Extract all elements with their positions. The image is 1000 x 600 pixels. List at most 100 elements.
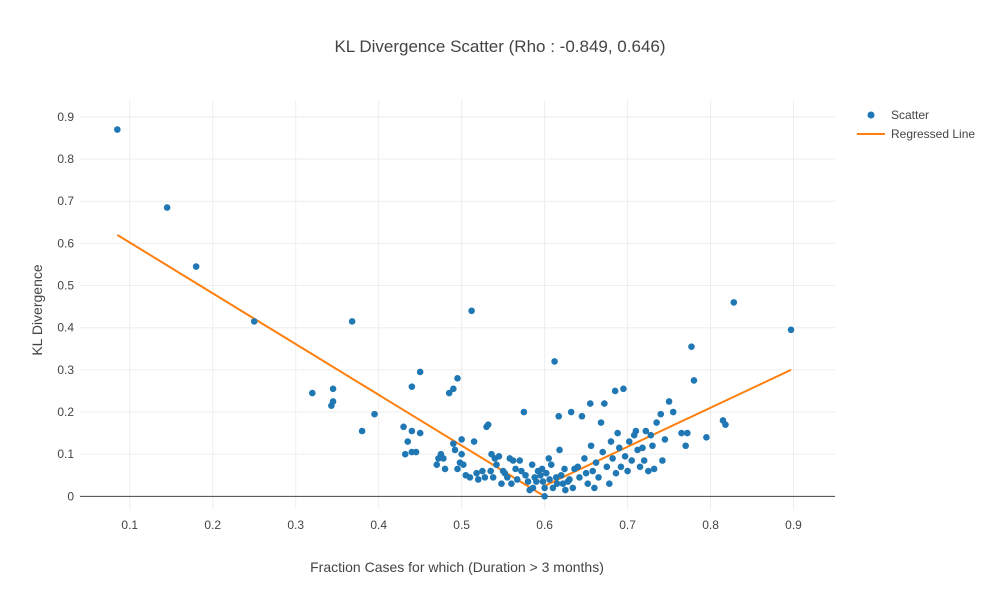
scatter-point[interactable] xyxy=(649,442,656,450)
scatter-point[interactable] xyxy=(433,461,441,469)
scatter-point[interactable] xyxy=(516,457,524,464)
scatter-point[interactable] xyxy=(479,467,486,475)
scatter-point[interactable] xyxy=(561,465,568,473)
scatter-point[interactable] xyxy=(582,469,590,477)
scatter-point[interactable] xyxy=(513,476,521,483)
scatter-point[interactable] xyxy=(653,419,660,426)
scatter-point[interactable] xyxy=(537,471,544,479)
scatter-point[interactable] xyxy=(634,446,641,454)
scatter-point[interactable] xyxy=(474,476,482,483)
scatter-point[interactable] xyxy=(503,474,511,481)
scatter-point[interactable] xyxy=(595,474,602,481)
scatter-point[interactable] xyxy=(539,478,547,485)
scatter-point[interactable] xyxy=(518,467,525,475)
scatter-point[interactable] xyxy=(508,480,515,488)
scatter-point[interactable] xyxy=(250,318,258,325)
scatter-point[interactable] xyxy=(645,467,652,475)
scatter-point[interactable] xyxy=(481,474,489,481)
scatter-point[interactable] xyxy=(555,412,563,420)
scatter-point[interactable] xyxy=(688,343,695,350)
scatter-point[interactable] xyxy=(549,484,557,492)
scatter-point[interactable] xyxy=(524,478,532,485)
scatter-point[interactable] xyxy=(416,429,424,437)
scatter-point[interactable] xyxy=(566,476,573,483)
scatter-point[interactable] xyxy=(470,438,478,445)
scatter-point[interactable] xyxy=(640,457,648,464)
scatter-point[interactable] xyxy=(612,469,620,477)
scatter-point[interactable] xyxy=(659,457,666,464)
legend-item-scatter[interactable]: Scatter xyxy=(867,108,930,122)
scatter-point[interactable] xyxy=(682,442,689,450)
scatter-point[interactable] xyxy=(528,461,536,469)
scatter-point[interactable] xyxy=(371,410,378,418)
legend[interactable]: Scatter Regressed Line xyxy=(857,108,975,141)
scatter-point[interactable] xyxy=(493,461,500,469)
scatter-point[interactable] xyxy=(404,438,412,445)
scatter-point[interactable] xyxy=(678,429,685,437)
scatter-point[interactable] xyxy=(408,427,416,435)
scatter-point[interactable] xyxy=(348,318,356,325)
scatter-point[interactable] xyxy=(559,480,567,488)
scatter-point[interactable] xyxy=(589,467,597,475)
scatter-point[interactable] xyxy=(569,484,577,492)
scatter-point[interactable] xyxy=(498,480,505,488)
scatter-point[interactable] xyxy=(450,385,457,393)
scatter-point[interactable] xyxy=(450,440,457,447)
scatter-point[interactable] xyxy=(609,455,616,462)
scatter-point[interactable] xyxy=(509,457,517,464)
scatter-point[interactable] xyxy=(358,427,366,435)
scatter-point[interactable] xyxy=(557,471,565,479)
scatter-point[interactable] xyxy=(512,465,519,473)
scatter-point[interactable] xyxy=(329,385,337,393)
scatter-point[interactable] xyxy=(578,412,586,420)
scatter-point[interactable] xyxy=(614,429,621,437)
scatter-point[interactable] xyxy=(552,474,560,481)
scatter-point[interactable] xyxy=(611,387,619,395)
scatter-point[interactable] xyxy=(445,389,453,397)
scatter-point[interactable] xyxy=(669,408,677,416)
scatter-point[interactable] xyxy=(624,467,631,475)
scatter-point[interactable] xyxy=(607,438,615,445)
scatter-point[interactable] xyxy=(163,204,171,211)
scatter-point[interactable] xyxy=(556,446,563,454)
scatter-point[interactable] xyxy=(458,450,465,458)
scatter-point[interactable] xyxy=(581,455,588,462)
scatter-point[interactable] xyxy=(592,459,600,466)
scatter-point[interactable] xyxy=(412,448,420,456)
scatter-point[interactable] xyxy=(597,419,605,426)
scatter-point[interactable] xyxy=(495,452,503,460)
scatter-point[interactable] xyxy=(665,398,673,405)
scatter-point[interactable] xyxy=(460,461,467,469)
scatter-point[interactable] xyxy=(642,427,650,435)
scatter-point[interactable] xyxy=(657,410,665,418)
scatter-point[interactable] xyxy=(466,474,474,481)
scatter-point[interactable] xyxy=(615,444,623,452)
scatter-point[interactable] xyxy=(408,383,416,391)
scatter-point[interactable] xyxy=(553,480,561,488)
scatter-point[interactable] xyxy=(620,385,627,393)
scatter-point[interactable] xyxy=(522,471,529,479)
scatter-point[interactable] xyxy=(636,463,644,471)
scatter-point[interactable] xyxy=(684,429,691,437)
scatter-point[interactable] xyxy=(587,442,595,450)
scatter-point[interactable] xyxy=(650,465,658,473)
scatter-point[interactable] xyxy=(574,463,582,471)
scatter-point[interactable] xyxy=(487,467,494,475)
scatter-point[interactable] xyxy=(647,431,655,439)
scatter-point[interactable] xyxy=(484,421,492,428)
scatter-point[interactable] xyxy=(567,408,575,416)
scatter-point[interactable] xyxy=(617,463,625,471)
scatter-point[interactable] xyxy=(192,263,200,270)
scatter-point[interactable] xyxy=(454,374,461,382)
scatter-point[interactable] xyxy=(546,476,553,483)
scatter-point[interactable] xyxy=(621,452,629,460)
scatter-point[interactable] xyxy=(730,299,738,306)
scatter-point[interactable] xyxy=(441,465,449,473)
scatter-point[interactable] xyxy=(451,446,459,454)
scatter-point[interactable] xyxy=(603,463,611,471)
scatter-point[interactable] xyxy=(722,421,729,428)
scatter-point[interactable] xyxy=(591,484,598,492)
scatter-point[interactable] xyxy=(328,402,335,409)
scatter-point[interactable] xyxy=(458,436,465,443)
scatter-point[interactable] xyxy=(473,469,480,477)
